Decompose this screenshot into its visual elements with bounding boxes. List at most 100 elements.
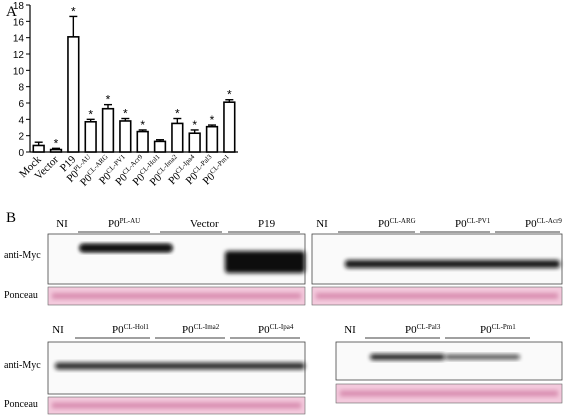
error-bar — [173, 117, 182, 124]
lane-label: P0PL-AU — [108, 217, 140, 230]
bar — [205, 125, 219, 153]
superscript: CL-Pal3 — [417, 323, 441, 331]
bar — [32, 144, 45, 153]
superscript: CL-ARG — [390, 217, 416, 225]
bar — [84, 120, 97, 153]
significance-mark: * — [210, 113, 215, 127]
lane-label: P0CL-Ima2 — [182, 323, 220, 336]
panel-label: A — [6, 4, 17, 20]
bar — [101, 107, 115, 153]
y-tick-label: 14 — [13, 34, 25, 45]
lane-label: P0CL-Acr9 — [525, 217, 562, 230]
significance-mark: * — [71, 4, 76, 18]
error-bar — [190, 129, 199, 134]
bar — [119, 120, 132, 153]
error-bar — [104, 103, 112, 109]
y-tick-label: 18 — [13, 1, 25, 12]
lane-label: NI — [316, 218, 328, 230]
blot-band — [445, 354, 520, 360]
label-text: P0 — [258, 324, 270, 336]
y-tick-label: 4 — [18, 115, 24, 126]
lane-label: Vector — [190, 218, 219, 230]
bar — [153, 140, 167, 153]
y-tick-label: 6 — [18, 99, 24, 110]
label-text: NI — [316, 218, 328, 230]
bar — [223, 101, 236, 153]
bar — [188, 132, 201, 153]
ponceau-band — [52, 402, 301, 409]
label-text: P0 — [405, 324, 417, 336]
y-tick-label: 16 — [13, 17, 25, 28]
error-bar — [156, 139, 164, 142]
panel-label: B — [6, 210, 16, 226]
bar — [171, 122, 184, 153]
superscript: CL-PV1 — [467, 217, 491, 225]
significance-mark: * — [123, 107, 128, 121]
superscript: PL-AU — [120, 217, 141, 225]
significance-mark: * — [192, 118, 197, 132]
blot-band — [225, 251, 305, 273]
error-bar — [52, 147, 60, 150]
label-text: P0 — [112, 324, 124, 336]
label-text: Vector — [190, 218, 219, 230]
y-tick-label: 0 — [18, 148, 24, 159]
blot-frame — [335, 341, 563, 381]
error-bar — [86, 118, 95, 122]
y-tick-label: 12 — [13, 50, 25, 61]
lane-label: P0CL-Hol1 — [112, 323, 149, 336]
label-text: P0 — [182, 324, 194, 336]
blot-band — [80, 244, 172, 252]
lane-label: P0CL-Ipa4 — [258, 323, 294, 336]
row-label: Ponceau — [4, 399, 38, 410]
lane-label: P0CL-PV1 — [455, 217, 491, 230]
label-text: P0 — [455, 218, 467, 230]
significance-mark: * — [227, 88, 232, 102]
error-bar — [34, 141, 43, 146]
superscript: CL-Ima2 — [194, 323, 220, 331]
lane-label: P0CL-ARG — [378, 217, 416, 230]
row-label: anti-Myc — [4, 360, 41, 371]
significance-mark: * — [106, 93, 111, 107]
error-bar — [225, 99, 234, 103]
error-bar — [121, 117, 130, 121]
label-text: NI — [344, 324, 356, 336]
blot-frame — [311, 233, 563, 285]
y-tick-label: 10 — [13, 66, 25, 77]
superscript: CL-Ipa4 — [270, 323, 294, 331]
label-text: P0 — [378, 218, 390, 230]
error-bar — [208, 124, 216, 127]
label-text: P19 — [258, 218, 276, 230]
label-text: P0 — [525, 218, 537, 230]
blot-band — [370, 354, 445, 360]
y-tick-label: 2 — [18, 132, 24, 143]
superscript: CL-Pm1 — [492, 323, 517, 331]
bar — [67, 36, 80, 153]
label-text: NI — [56, 218, 68, 230]
error-bar — [69, 15, 78, 37]
label-text: P0 — [108, 218, 120, 230]
superscript: CL-Acr9 — [537, 217, 563, 225]
lane-label: P0CL-Pal3 — [405, 323, 441, 336]
y-tick-label: 8 — [18, 83, 24, 94]
lane-label: NI — [56, 218, 68, 230]
significance-mark: * — [175, 107, 180, 121]
label-text: P0 — [480, 324, 492, 336]
significance-mark: * — [140, 118, 145, 132]
row-label: anti-Myc — [4, 250, 41, 261]
lane-label: P19 — [258, 218, 276, 230]
significance-mark: * — [88, 107, 93, 121]
blot-band — [55, 362, 305, 370]
ponceau-band — [316, 293, 558, 299]
error-bar — [138, 129, 147, 132]
ponceau-band — [340, 390, 558, 397]
ponceau-band — [52, 293, 301, 299]
lane-label: P0CL-Pm1 — [480, 323, 516, 336]
bar — [136, 130, 149, 153]
blot-band — [345, 260, 560, 268]
label-text: NI — [52, 324, 64, 336]
row-label: Ponceau — [4, 290, 38, 301]
significance-mark: * — [54, 136, 59, 150]
superscript: CL-Hol1 — [124, 323, 150, 331]
lane-label: NI — [344, 324, 356, 336]
